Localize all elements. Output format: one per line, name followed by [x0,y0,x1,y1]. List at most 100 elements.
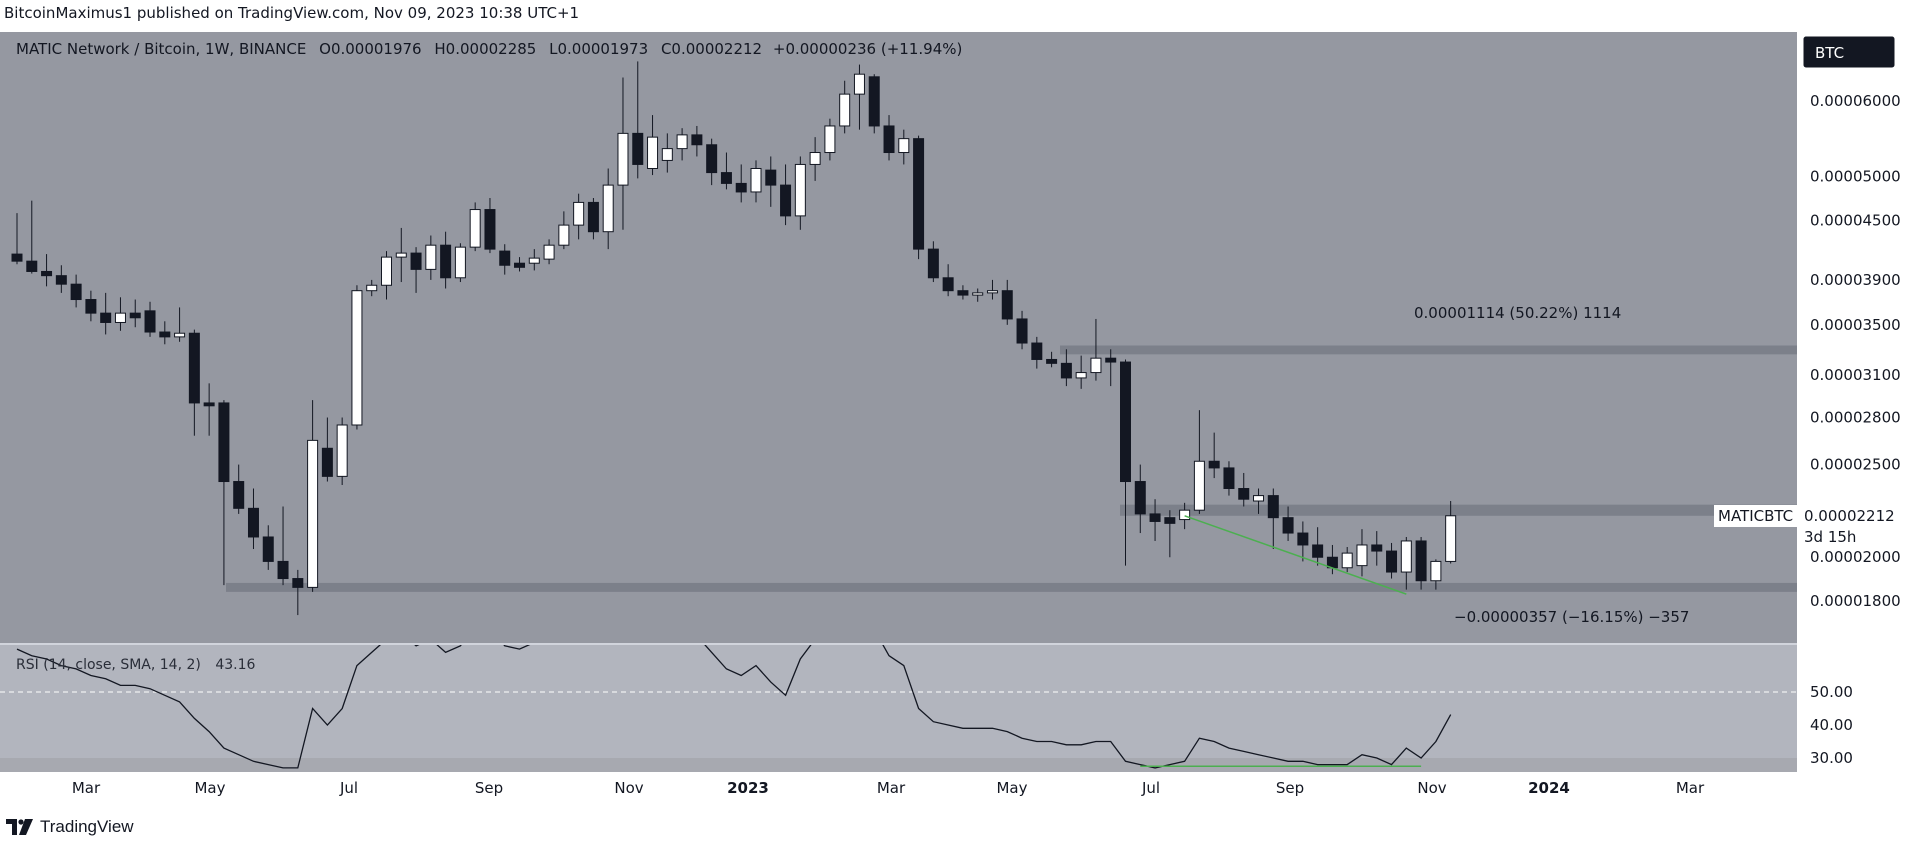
candle[interactable] [395,227,407,283]
candle[interactable] [927,241,939,283]
candle[interactable] [986,279,998,300]
candle[interactable] [1149,499,1161,541]
candle[interactable] [558,211,570,250]
candle[interactable] [543,239,555,265]
candle[interactable] [632,61,644,179]
candle[interactable] [573,193,585,240]
candle[interactable] [780,164,792,226]
candle[interactable] [336,417,348,486]
candle[interactable] [898,129,910,165]
candle[interactable] [1430,559,1442,590]
candle[interactable] [942,264,954,297]
candle[interactable] [469,202,481,252]
candle[interactable] [114,297,126,331]
candle[interactable] [957,285,969,300]
candle[interactable] [602,168,614,250]
candle[interactable] [1120,359,1131,566]
candle[interactable] [1341,546,1353,573]
candle[interactable] [794,156,806,230]
candle[interactable] [351,285,363,430]
candle[interactable] [41,254,53,287]
candle[interactable] [70,274,82,308]
price-pane[interactable] [0,32,1797,644]
candle[interactable] [499,244,511,275]
candle[interactable] [484,198,496,254]
candle[interactable] [262,525,274,570]
candle[interactable] [1060,349,1072,387]
candle[interactable] [661,133,673,173]
candle[interactable] [174,307,186,342]
candle[interactable] [366,279,378,297]
candle[interactable] [1001,279,1013,325]
candle[interactable] [277,506,289,586]
candle[interactable] [1164,510,1176,558]
candle[interactable] [706,138,718,186]
candle[interactable] [1371,531,1383,566]
candle[interactable] [765,156,777,207]
candle[interactable] [1046,351,1058,368]
candle[interactable] [1223,461,1235,496]
candle[interactable] [1238,472,1250,507]
candle[interactable] [617,77,629,230]
candle[interactable] [1134,464,1146,534]
candle[interactable] [691,125,703,157]
candle[interactable] [514,257,526,272]
candle[interactable] [913,135,925,260]
candle[interactable] [1356,529,1368,577]
candle[interactable] [233,464,245,514]
candle[interactable] [1445,501,1457,564]
candle[interactable] [144,301,156,337]
candle[interactable] [1386,542,1398,579]
candle[interactable] [647,115,659,176]
candle[interactable] [1253,488,1265,514]
candle[interactable] [883,115,895,161]
candle[interactable] [159,321,171,345]
candle[interactable] [735,164,747,203]
candle[interactable] [1267,488,1279,550]
candle[interactable] [454,243,466,283]
candle[interactable] [1415,536,1427,590]
candle[interactable] [129,299,141,328]
candle[interactable] [100,292,112,335]
candle[interactable] [188,329,200,436]
candle[interactable] [824,118,836,161]
candle[interactable] [750,160,762,203]
rsi-pane[interactable] [0,600,1797,772]
candle[interactable] [1208,432,1220,479]
candle[interactable] [1282,506,1294,541]
candle[interactable] [55,265,67,293]
candle[interactable] [1075,355,1087,389]
candle[interactable] [1031,336,1043,369]
candle[interactable] [839,80,851,134]
candle[interactable] [587,198,599,240]
candle[interactable] [720,152,732,190]
candle[interactable] [26,200,38,274]
candle[interactable] [1105,349,1117,387]
candle[interactable] [809,137,821,181]
candle[interactable] [11,213,23,265]
chart-area[interactable]: 0.00006000 0.00005000 0.00004500 0.00003900… [0,32,1910,808]
candle[interactable] [292,569,304,616]
candle[interactable] [1193,410,1205,514]
candle[interactable] [1400,536,1412,590]
candle[interactable] [85,290,97,322]
candle[interactable] [381,251,392,300]
candle[interactable] [676,128,688,161]
candle[interactable] [1090,318,1102,381]
candle[interactable] [218,400,230,586]
candle[interactable] [853,64,865,130]
currency-badge[interactable]: BTC [1802,35,1896,69]
candle[interactable] [307,400,319,592]
candle[interactable] [1016,310,1028,350]
candle[interactable] [410,247,422,293]
candle[interactable] [440,231,452,289]
candle[interactable] [1312,527,1324,566]
candle[interactable] [321,417,333,482]
candle[interactable] [247,488,259,550]
candle[interactable] [528,249,540,271]
candle[interactable] [425,235,437,280]
candle[interactable] [203,383,215,436]
candle[interactable] [1297,521,1309,562]
candle[interactable] [972,288,984,302]
candle[interactable] [868,74,880,134]
